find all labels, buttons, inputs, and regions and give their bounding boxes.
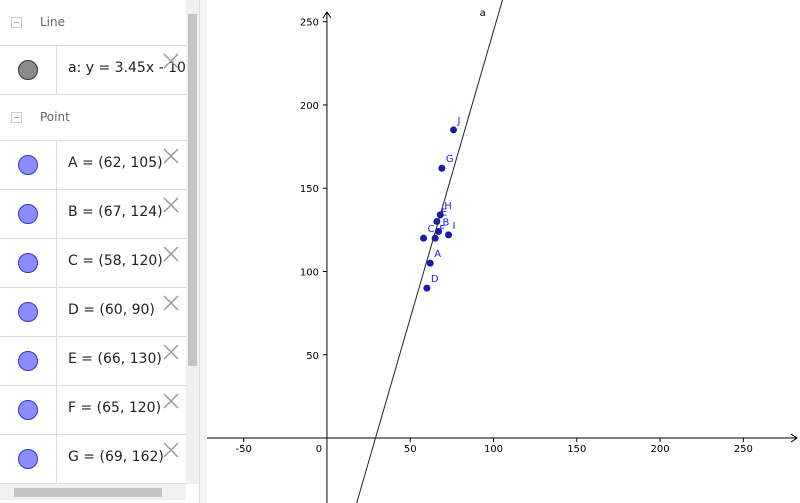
y-tick-label: 250 xyxy=(300,18,319,29)
delete-icon[interactable] xyxy=(162,196,180,214)
algebra-text[interactable]: E = (66, 130) xyxy=(68,351,162,367)
delete-button[interactable] xyxy=(162,392,180,410)
point-label: H xyxy=(444,201,452,212)
point-label: D xyxy=(431,274,439,285)
algebra-text[interactable]: A = (62, 105) xyxy=(68,155,163,171)
visibility-cell xyxy=(0,386,57,434)
point-label: B xyxy=(443,218,450,229)
point xyxy=(445,231,453,239)
algebra-row[interactable]: A = (62, 105) xyxy=(0,141,186,190)
delete-button[interactable] xyxy=(162,147,180,165)
regression-line xyxy=(356,0,503,503)
algebra-text[interactable]: a: y = 3.45x - 100.6 xyxy=(68,60,186,76)
y-tick-label: 200 xyxy=(300,101,319,112)
visibility-cell xyxy=(0,239,57,287)
x-tick-label: 100 xyxy=(484,444,503,455)
visibility-cell xyxy=(0,46,57,94)
point xyxy=(435,228,443,236)
visibility-toggle[interactable] xyxy=(18,449,38,469)
collapse-toggle[interactable] xyxy=(11,17,22,28)
algebra-text[interactable]: B = (67, 124) xyxy=(68,204,163,220)
delete-button[interactable] xyxy=(162,294,180,312)
visibility-toggle[interactable] xyxy=(18,302,38,322)
delete-button[interactable] xyxy=(162,52,180,70)
visibility-cell xyxy=(0,141,57,189)
delete-button[interactable] xyxy=(162,196,180,214)
point-label: F xyxy=(439,224,445,235)
algebra-text[interactable]: C = (58, 120) xyxy=(68,253,163,269)
point-label: E xyxy=(441,208,447,219)
x-tick-label: 250 xyxy=(734,444,753,455)
point xyxy=(433,218,441,226)
point-label: G xyxy=(446,154,454,165)
point-label: C xyxy=(428,224,435,235)
y-tick-label: 50 xyxy=(306,351,319,362)
point xyxy=(423,284,431,292)
point xyxy=(420,234,428,242)
scroll-thumb[interactable] xyxy=(188,14,197,366)
section-header: Point xyxy=(0,95,186,141)
line-label: a xyxy=(480,8,486,19)
x-tick-label: 50 xyxy=(404,444,417,455)
visibility-toggle[interactable] xyxy=(18,204,38,224)
point xyxy=(450,126,458,134)
x-tick-label: -50 xyxy=(235,444,251,455)
visibility-toggle[interactable] xyxy=(18,351,38,371)
visibility-toggle[interactable] xyxy=(18,60,38,80)
delete-button[interactable] xyxy=(162,441,180,459)
section-title: Line xyxy=(40,15,66,29)
y-tick-label: 100 xyxy=(300,267,319,278)
algebra-row[interactable]: B = (67, 124) xyxy=(0,190,186,239)
x-tick-label: 150 xyxy=(567,444,586,455)
delete-icon[interactable] xyxy=(162,52,180,70)
delete-icon[interactable] xyxy=(162,441,180,459)
algebra-view: Line a: y = 3.45x - 100.6 Point A = (62, 10… xyxy=(0,0,186,484)
point-label: J xyxy=(457,116,461,127)
x-tick-label: 0 xyxy=(316,444,322,455)
delete-icon[interactable] xyxy=(162,343,180,361)
algebra-row[interactable]: G = (69, 162) xyxy=(0,435,186,484)
visibility-toggle[interactable] xyxy=(18,400,38,420)
delete-button[interactable] xyxy=(162,245,180,263)
y-axis-arrow xyxy=(322,11,332,19)
algebra-text[interactable]: G = (69, 162) xyxy=(68,449,164,465)
algebra-row[interactable]: a: y = 3.45x - 100.6 xyxy=(0,46,186,95)
point xyxy=(438,164,446,172)
visibility-toggle[interactable] xyxy=(18,155,38,175)
y-tick-label: 150 xyxy=(300,184,319,195)
visibility-cell xyxy=(0,435,57,483)
point xyxy=(436,211,444,219)
x-tick-label: 200 xyxy=(651,444,670,455)
collapse-toggle[interactable] xyxy=(11,112,22,123)
view-divider[interactable] xyxy=(199,0,207,503)
point xyxy=(431,234,439,242)
delete-icon[interactable] xyxy=(162,245,180,263)
algebra-row[interactable]: C = (58, 120) xyxy=(0,239,186,288)
visibility-cell xyxy=(0,190,57,238)
graphics-view: -50 0 50 100 150 200 250 50 100 150 200 250 a A BC D EF G… xyxy=(207,0,798,503)
section-title: Point xyxy=(40,110,70,124)
point-label: I xyxy=(453,221,456,232)
delete-icon[interactable] xyxy=(162,147,180,165)
scroll-thumb[interactable] xyxy=(14,488,162,497)
visibility-toggle[interactable] xyxy=(18,253,38,273)
algebra-text[interactable]: F = (65, 120) xyxy=(68,400,162,416)
delete-button[interactable] xyxy=(162,343,180,361)
point-label: A xyxy=(434,249,441,260)
algebra-row[interactable]: E = (66, 130) xyxy=(0,337,186,386)
visibility-cell xyxy=(0,288,57,336)
algebra-row[interactable]: D = (60, 90) xyxy=(0,288,186,337)
algebra-row[interactable]: F = (65, 120) xyxy=(0,386,186,435)
algebra-text[interactable]: D = (60, 90) xyxy=(68,302,155,318)
delete-icon[interactable] xyxy=(162,392,180,410)
x-axis-arrow xyxy=(790,433,798,443)
delete-icon[interactable] xyxy=(162,294,180,312)
visibility-cell xyxy=(0,337,57,385)
section-header: Line xyxy=(0,0,186,46)
point xyxy=(426,259,434,267)
